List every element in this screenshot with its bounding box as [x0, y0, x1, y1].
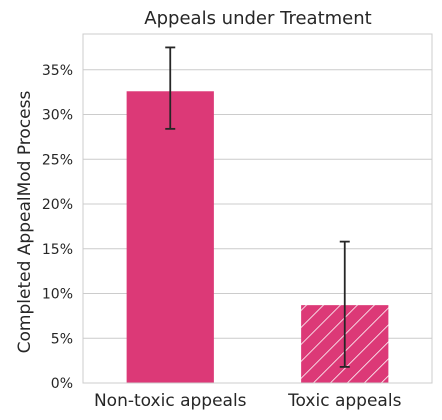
y-tick-label: 25%	[42, 152, 73, 168]
bars	[126, 91, 389, 384]
y-axis-label: Completed AppealMod Process	[15, 91, 35, 354]
chart-title: Appeals under Treatment	[144, 8, 371, 29]
error-bars	[165, 46, 350, 368]
y-tick-labels: 0% 5% 10% 15% 20% 25% 30% 35%	[42, 63, 73, 392]
bar	[126, 91, 214, 384]
x-tick-labels: Non-toxic appeals Toxic appeals	[94, 391, 402, 411]
error-bar	[165, 46, 176, 130]
y-tick-label: 0%	[51, 376, 73, 392]
error-bar	[339, 240, 350, 368]
y-tick-label: 35%	[42, 63, 73, 79]
x-tick-label: Toxic appeals	[287, 391, 402, 411]
y-tick-label: 30%	[42, 108, 73, 124]
y-tick-label: 10%	[42, 287, 73, 303]
y-tick-label: 15%	[42, 242, 73, 258]
x-tick-label: Non-toxic appeals	[94, 391, 247, 411]
y-tick-label: 5%	[51, 331, 73, 347]
y-tick-label: 20%	[42, 197, 73, 213]
plot-area-frame	[82, 33, 433, 384]
